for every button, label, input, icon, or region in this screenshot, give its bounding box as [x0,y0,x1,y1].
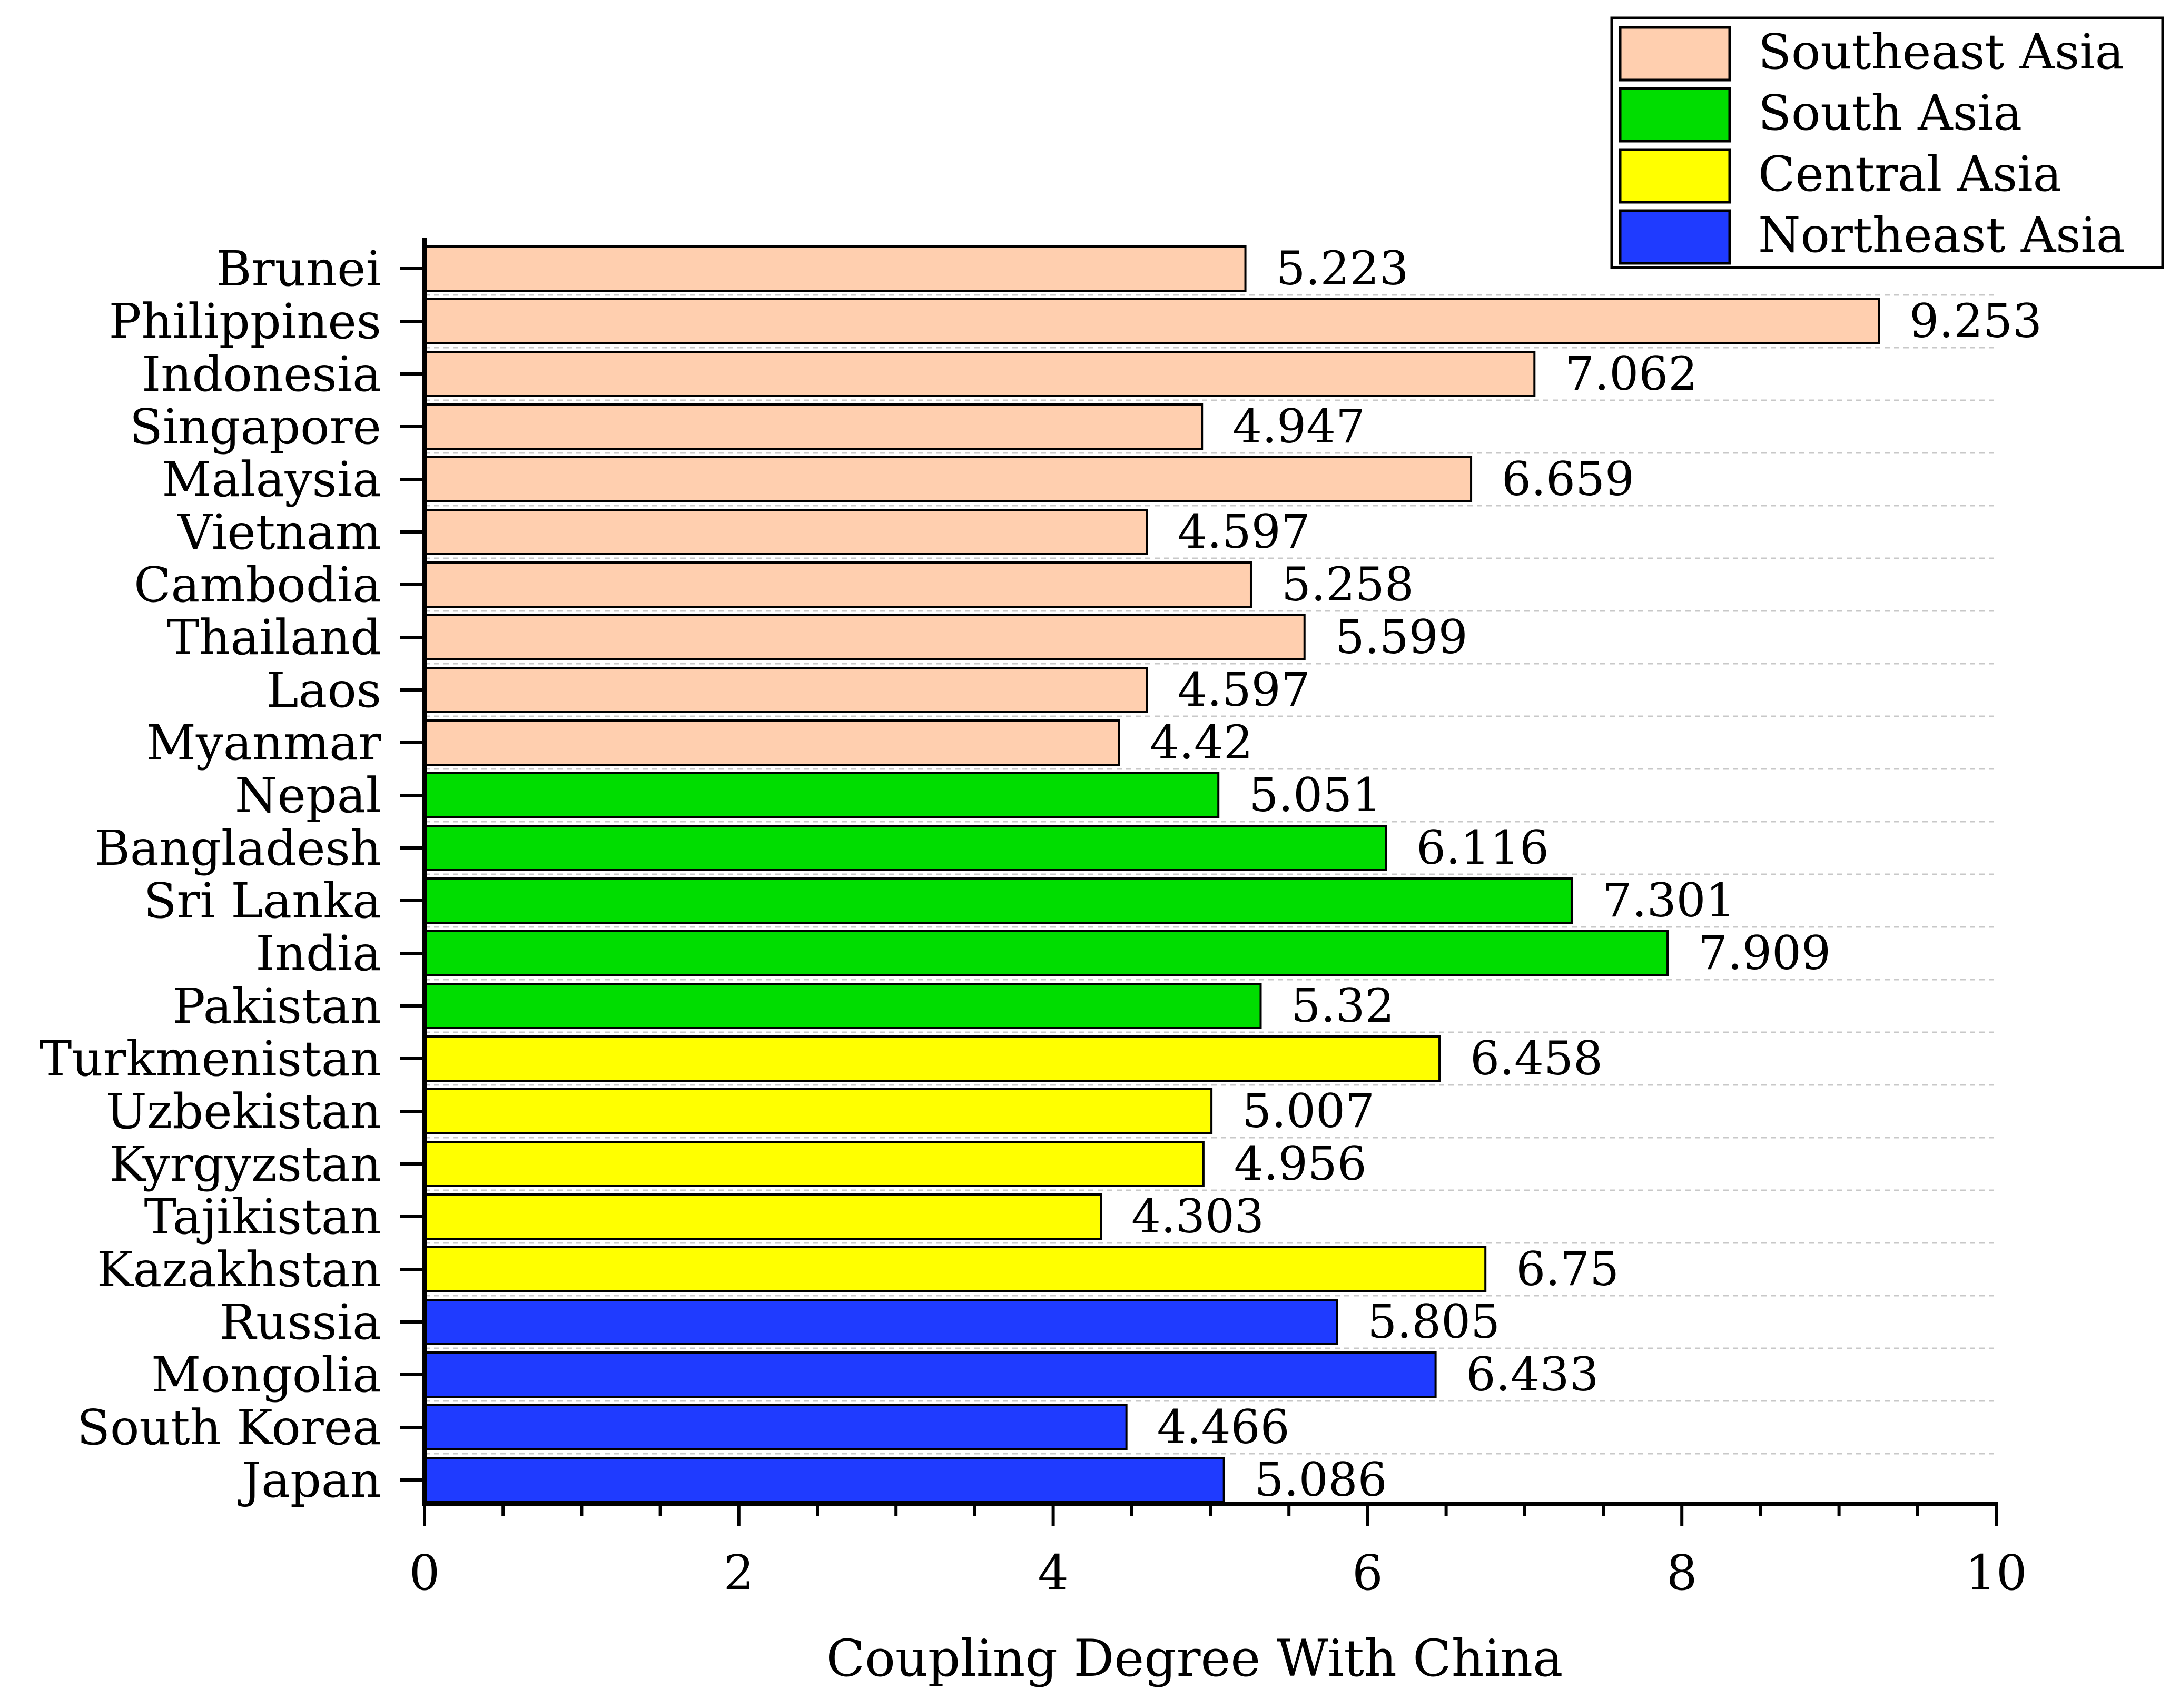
category-label: Singapore [130,399,381,455]
value-label: 5.051 [1249,768,1382,822]
value-label: 4.947 [1232,399,1365,453]
bar-myanmar [423,719,1120,766]
legend-label: Southeast Asia [1758,24,2124,80]
bar-indonesia [423,351,1536,397]
category-label: Nepal [235,767,381,824]
bar-brunei [423,245,1247,292]
bar-tajikistan [423,1193,1102,1240]
value-label: 4.303 [1131,1189,1264,1243]
category-label: Russia [220,1294,381,1350]
category-label: Bangladesh [94,820,381,876]
legend-label: Northeast Asia [1758,207,2125,263]
bar-turkmenistan [423,1035,1441,1082]
bar-nepal [423,772,1220,818]
category-label: Pakistan [173,978,381,1034]
bar-mongolia [423,1351,1437,1398]
x-tick-label: 0 [409,1545,440,1601]
bar-malaysia [423,456,1473,502]
bar-singapore [423,403,1204,450]
value-label: 5.805 [1367,1295,1500,1349]
category-label: Mongolia [151,1347,381,1403]
value-label: 7.909 [1698,926,1831,980]
bar-pakistan [423,983,1262,1029]
value-label: 4.597 [1178,663,1310,717]
bar-india [423,930,1669,976]
bar-kyrgyzstan [423,1141,1205,1187]
value-label: 6.659 [1502,452,1634,506]
legend-swatch-northeast-asia [1619,209,1731,265]
category-label: Sri Lanka [144,873,381,929]
category-label: Kazakhstan [97,1241,381,1298]
x-tick-label: 10 [1965,1545,2027,1601]
bar-kazakhstan [423,1246,1487,1292]
legend-label: South Asia [1758,85,2022,141]
value-label: 5.223 [1276,241,1409,295]
bar-uzbekistan [423,1088,1213,1134]
value-label: 5.599 [1335,610,1468,664]
bar-bangladesh [423,825,1387,871]
category-label: Brunei [216,241,381,297]
bars [423,245,1880,1503]
bar-russia [423,1299,1338,1345]
category-label: Kyrgyzstan [110,1136,381,1192]
x-tick-label: 2 [724,1545,755,1601]
category-label: Laos [266,662,381,718]
value-label: 9.253 [1909,294,2042,348]
bar-south-korea [423,1404,1128,1450]
legend-swatch-south-asia [1619,87,1731,143]
category-label: India [255,925,381,982]
value-label: 6.75 [1516,1242,1619,1296]
value-label: 4.466 [1157,1400,1290,1454]
category-label: Tajikistan [144,1189,381,1245]
value-label: 5.32 [1291,979,1394,1033]
category-label: Thailand [167,609,381,666]
value-label: 6.433 [1466,1347,1599,1401]
category-label: Cambodia [134,557,381,613]
axes [400,238,1998,1526]
value-label: 5.086 [1255,1453,1387,1507]
x-tick-label: 8 [1666,1545,1698,1601]
value-label: 4.42 [1150,715,1253,769]
labels: 5.223 Brunei 9.253 Philippines 7.062 Indonesi… [40,241,2042,1601]
bar-laos [423,667,1148,713]
category-label: Malaysia [162,451,381,508]
bar-vietnam [423,509,1148,555]
category-label: South Korea [77,1399,381,1456]
category-label: Vietnam [177,504,381,560]
bar-sri-lanka [423,877,1573,924]
x-axis-title: Coupling Degree With China [826,1629,1563,1688]
category-label: Uzbekistan [106,1083,381,1140]
bar-japan [423,1457,1225,1503]
value-label: 5.258 [1281,557,1414,611]
legend-label: Central Asia [1758,146,2062,202]
bar-philippines [423,298,1880,344]
category-label: Turkmenistan [40,1031,381,1087]
value-label: 4.956 [1234,1137,1367,1191]
value-label: 6.116 [1416,821,1549,875]
value-label: 4.597 [1178,505,1310,559]
category-label: Philippines [108,293,381,350]
category-label: Indonesia [142,346,381,402]
bar-cambodia [423,561,1252,608]
bar-thailand [423,614,1306,660]
category-label: Japan [238,1452,381,1508]
value-label: 7.062 [1565,347,1698,401]
value-label: 5.007 [1242,1084,1375,1138]
gridlines [425,294,1996,1455]
legend-swatch-central-asia [1619,148,1731,204]
x-tick-label: 4 [1038,1545,1069,1601]
value-label: 7.301 [1603,873,1735,927]
value-label: 6.458 [1470,1031,1603,1085]
category-label: Myanmar [146,715,381,771]
legend-swatch-southeast-asia [1619,26,1731,82]
x-tick-label: 6 [1352,1545,1383,1601]
